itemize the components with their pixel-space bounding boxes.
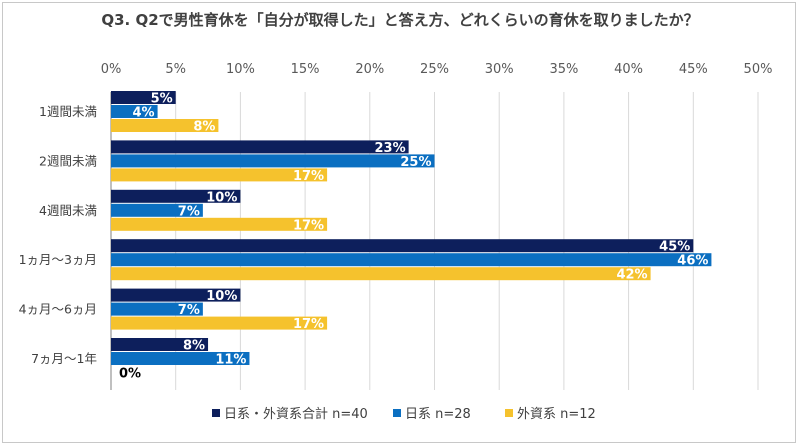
bar bbox=[111, 119, 219, 132]
x-tick-label: 10% bbox=[226, 62, 255, 77]
bar bbox=[111, 316, 328, 330]
chart-frame bbox=[2, 2, 796, 443]
legend-label: 日系 n=28 bbox=[405, 407, 471, 422]
data-label: 8% bbox=[183, 339, 205, 354]
data-label: 7% bbox=[178, 204, 200, 219]
data-label: 0% bbox=[119, 367, 141, 382]
bar bbox=[111, 168, 328, 182]
bar bbox=[111, 217, 328, 231]
data-label: 10% bbox=[206, 289, 237, 304]
data-label: 17% bbox=[293, 218, 324, 233]
x-tick-label: 45% bbox=[679, 62, 708, 77]
legend-swatch bbox=[505, 409, 513, 417]
x-tick-label: 40% bbox=[614, 62, 643, 77]
data-label: 17% bbox=[293, 317, 324, 332]
bar bbox=[111, 352, 250, 365]
data-label: 42% bbox=[616, 268, 647, 283]
bar bbox=[111, 203, 203, 217]
x-tick-label: 0% bbox=[101, 62, 122, 77]
bar bbox=[111, 338, 209, 351]
data-label: 11% bbox=[215, 353, 246, 368]
legend-label: 日系・外資系合計 n=40 bbox=[224, 406, 368, 422]
legend-swatch bbox=[393, 409, 401, 417]
category-label: 1ヵ月～3ヵ月 bbox=[19, 252, 97, 267]
bar bbox=[111, 239, 694, 253]
data-label: 46% bbox=[677, 254, 708, 269]
x-tick-label: 30% bbox=[485, 62, 514, 77]
x-tick-label: 20% bbox=[355, 62, 384, 77]
category-label: 2週間未満 bbox=[39, 153, 97, 168]
data-label: 5% bbox=[151, 92, 173, 107]
bar bbox=[111, 140, 409, 154]
data-label: 17% bbox=[293, 169, 324, 184]
data-label: 8% bbox=[193, 120, 215, 135]
x-tick-label: 5% bbox=[165, 62, 186, 77]
chart-title: Q3. Q2で男性育休を「自分が取得した」と答え方、どれくらいの育休を取りました… bbox=[101, 11, 698, 29]
data-label: 7% bbox=[178, 303, 200, 318]
category-label: 4ヵ月～6ヵ月 bbox=[19, 302, 97, 317]
category-label: 1週間未満 bbox=[39, 104, 97, 119]
data-label: 10% bbox=[206, 190, 237, 205]
bar bbox=[111, 154, 435, 168]
category-label: 7ヵ月～1年 bbox=[31, 351, 97, 366]
data-label: 25% bbox=[400, 155, 431, 170]
legend-swatch bbox=[212, 409, 220, 417]
x-tick-label: 50% bbox=[744, 62, 773, 77]
data-label: 23% bbox=[374, 141, 405, 156]
bar bbox=[111, 288, 241, 302]
x-tick-label: 35% bbox=[549, 62, 578, 77]
bar bbox=[111, 91, 176, 104]
bar bbox=[111, 105, 158, 118]
bar bbox=[111, 267, 651, 281]
x-tick-label: 15% bbox=[291, 62, 320, 77]
bar bbox=[111, 189, 241, 203]
category-label: 4週間未満 bbox=[39, 203, 97, 218]
legend-label: 外資系 n=12 bbox=[517, 407, 596, 422]
bar bbox=[111, 302, 203, 316]
data-label: 4% bbox=[133, 106, 155, 121]
data-label: 45% bbox=[659, 240, 690, 255]
x-tick-label: 25% bbox=[420, 62, 449, 77]
bar bbox=[111, 253, 712, 267]
